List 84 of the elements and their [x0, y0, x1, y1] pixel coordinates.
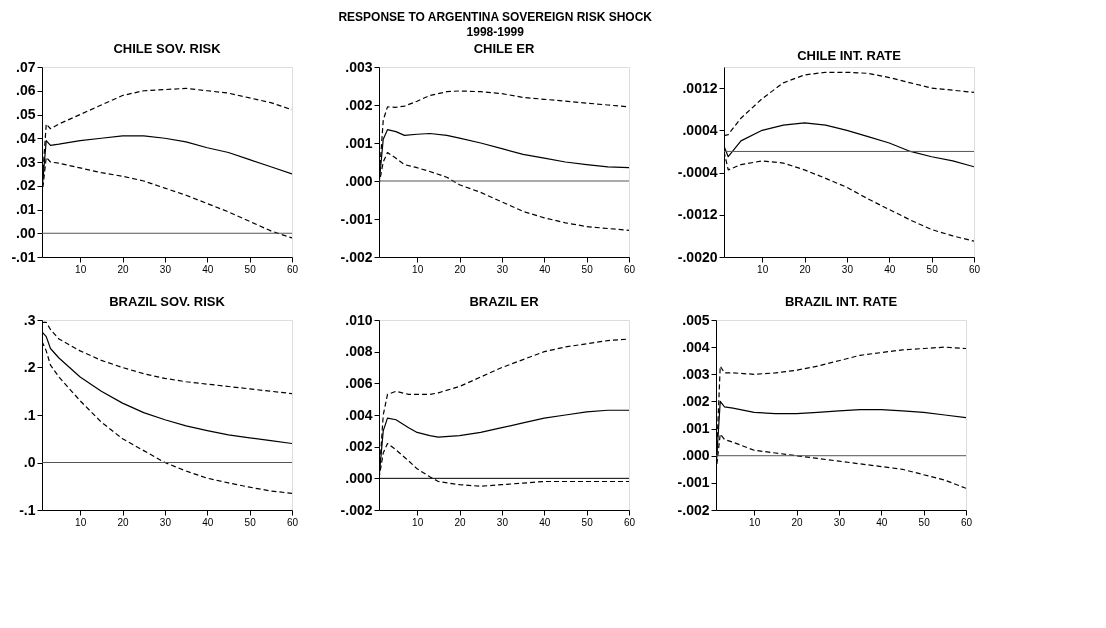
y-tick-label: -.001 [677, 474, 710, 491]
x-tick-label: 50 [581, 516, 594, 528]
x-tick-label: 10 [749, 516, 761, 528]
y-tick-label: .003 [345, 58, 373, 75]
y-tick-label: .000 [682, 447, 710, 464]
y-tick-label: .06 [16, 82, 36, 99]
x-tick-label: 20 [454, 516, 467, 528]
y-tick-label: .0004 [682, 121, 718, 138]
y-tick-label: .004 [345, 406, 373, 423]
y-tick-label: -.001 [340, 210, 373, 227]
x-tick-label: 60 [286, 516, 299, 528]
x-tick-label: 60 [286, 263, 299, 275]
y-tick-label: .002 [345, 438, 373, 455]
x-tick-label: 20 [117, 516, 130, 528]
x-tick-label: 50 [926, 263, 939, 275]
y-tick-label: .005 [682, 311, 710, 328]
y-tick-label: .002 [682, 392, 710, 409]
x-tick-label: 50 [244, 516, 257, 528]
y-tick-label: .01 [16, 201, 36, 217]
y-tick-label: -.01 [11, 248, 36, 265]
chart-title: CHILE SOV. RISK [113, 41, 222, 56]
y-tick-label: .004 [682, 338, 710, 355]
y-tick-label: .003 [682, 365, 710, 382]
y-tick-label: .006 [345, 374, 373, 391]
x-tick-label: 30 [841, 263, 854, 275]
x-tick-label: 10 [412, 516, 424, 528]
y-tick-label: -.0012 [677, 206, 718, 223]
y-tick-label: .0 [23, 454, 36, 470]
chart-title: CHILE INT. RATE [797, 48, 902, 63]
y-tick-label: .00 [16, 224, 36, 241]
text: 1998-1999 [466, 24, 525, 39]
y-tick-label: .3 [23, 311, 36, 328]
chart-title: BRAZIL SOV. RISK [109, 294, 226, 309]
x-tick-label: 50 [581, 263, 594, 275]
x-tick-label: 60 [623, 263, 636, 275]
y-tick-label: -.1 [19, 501, 36, 518]
x-tick-label: 40 [202, 516, 214, 528]
x-tick-label: 40 [876, 516, 888, 528]
x-tick-label: 10 [75, 516, 87, 528]
x-tick-label: 10 [75, 263, 87, 275]
chart-title: BRAZIL INT. RATE [784, 294, 898, 309]
x-tick-label: 30 [159, 263, 172, 275]
x-tick-label: 30 [833, 516, 846, 528]
y-tick-label: -.002 [677, 501, 710, 518]
x-tick-label: 40 [202, 263, 214, 275]
x-tick-label: 20 [799, 263, 812, 275]
y-tick-label: .001 [682, 420, 710, 437]
y-tick-label: .000 [345, 172, 373, 189]
x-tick-label: 30 [496, 263, 509, 275]
y-tick-label: -.0004 [677, 164, 718, 181]
y-tick-label: .05 [16, 106, 36, 122]
y-tick-label: .1 [23, 406, 36, 423]
text: RESPONSE TO ARGENTINA SOVEREIGN RISK SHOCK [338, 9, 653, 24]
x-tick-label: 20 [791, 516, 804, 528]
x-tick-label: 50 [244, 263, 257, 275]
x-tick-label: 20 [117, 263, 130, 275]
x-tick-label: 60 [623, 516, 636, 528]
chart-title: CHILE ER [473, 41, 535, 56]
x-tick-label: 60 [960, 516, 973, 528]
y-tick-label: .04 [16, 129, 36, 146]
y-tick-label: .000 [345, 469, 373, 486]
y-tick-label: -.002 [340, 501, 373, 518]
y-tick-label: .001 [345, 134, 373, 151]
y-tick-label: -.002 [340, 248, 373, 265]
x-tick-label: 40 [884, 263, 896, 275]
y-tick-label: .03 [16, 153, 36, 170]
y-tick-label: .008 [345, 343, 373, 360]
y-tick-label: .02 [16, 177, 36, 194]
y-tick-label: .07 [16, 58, 36, 75]
x-tick-label: 20 [454, 263, 467, 275]
y-tick-label: .010 [345, 311, 373, 328]
x-tick-label: 10 [412, 263, 424, 275]
x-tick-label: 30 [496, 516, 509, 528]
x-tick-label: 10 [757, 263, 769, 275]
x-tick-label: 60 [968, 263, 981, 275]
y-tick-label: .2 [23, 359, 36, 375]
x-tick-label: 40 [539, 516, 551, 528]
y-tick-label: -.0020 [677, 248, 718, 265]
y-tick-label: .002 [345, 96, 373, 113]
x-tick-label: 30 [159, 516, 172, 528]
x-tick-label: 50 [918, 516, 931, 528]
chart-title: BRAZIL ER [469, 294, 540, 309]
x-tick-label: 40 [539, 263, 551, 275]
y-tick-label: .0012 [682, 79, 718, 96]
